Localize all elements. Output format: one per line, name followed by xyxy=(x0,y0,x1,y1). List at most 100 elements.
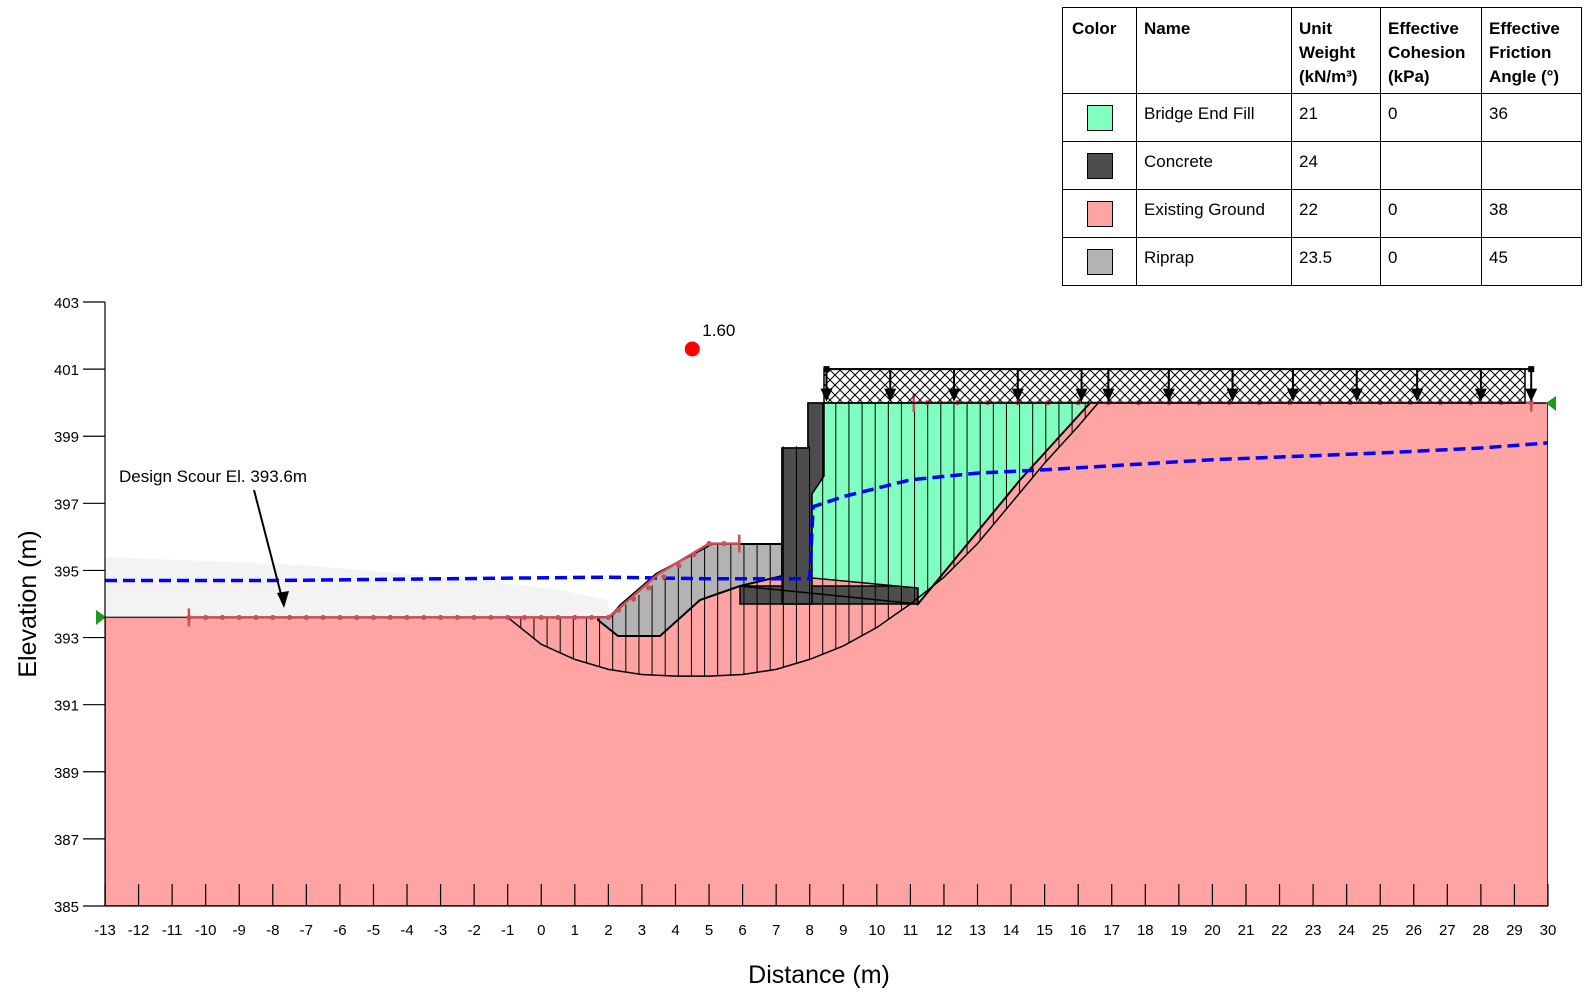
search-surface-dot xyxy=(286,614,293,621)
x-tick-label: -6 xyxy=(333,922,346,939)
y-tick-label: 401 xyxy=(54,362,79,379)
legend-swatch-cell xyxy=(1062,189,1137,238)
design-scour-annotation: Design Scour El. 393.6m xyxy=(119,467,307,608)
search-surface-dot xyxy=(676,563,682,569)
load-arrow-head xyxy=(1075,388,1088,402)
x-tick-label: -4 xyxy=(400,922,413,939)
x-tick-label: 4 xyxy=(671,922,679,939)
search-surface-dot xyxy=(630,596,637,602)
legend-name: Existing Ground xyxy=(1136,189,1292,238)
x-tick-label: -13 xyxy=(94,922,116,939)
legend-row: Existing Ground 22 0 38 xyxy=(1062,189,1582,238)
search-surface-dot xyxy=(572,614,578,621)
search-surface-dot xyxy=(437,614,444,621)
legend-unit-weight: 21 xyxy=(1291,93,1381,142)
search-surface-dot xyxy=(219,614,226,621)
surcharge-load xyxy=(820,366,1538,404)
search-surface-dot xyxy=(661,574,667,580)
x-tick-label: 14 xyxy=(1003,922,1020,939)
search-surface-dot xyxy=(337,614,343,621)
search-surface-dot xyxy=(605,614,611,621)
y-tick-label: 391 xyxy=(54,698,79,715)
legend-swatch-cell xyxy=(1062,237,1137,286)
x-tick-label: -12 xyxy=(128,922,150,939)
legend-friction: 45 xyxy=(1481,237,1582,286)
x-tick-label: 30 xyxy=(1540,922,1557,939)
x-tick-label: -8 xyxy=(266,922,279,939)
legend-swatch xyxy=(1086,200,1113,227)
y-tick-label: 399 xyxy=(54,429,79,446)
legend-cohesion: 0 xyxy=(1380,93,1482,142)
load-arrow-head xyxy=(1226,388,1239,402)
ponded-water-shade xyxy=(105,557,610,617)
search-surface-dot xyxy=(588,614,595,621)
x-tick-label: 9 xyxy=(839,922,847,939)
x-tick-label: 1 xyxy=(571,922,579,939)
x-tick-label: 0 xyxy=(537,922,545,939)
search-surface-dot xyxy=(387,614,393,621)
y-tick-label: 385 xyxy=(54,899,79,916)
y-tick-label: 393 xyxy=(54,631,79,648)
search-surface-dot xyxy=(646,585,652,591)
search-surface-dot xyxy=(721,541,727,547)
x-axis-label: Distance (m) xyxy=(748,961,890,989)
x-tick-label: 27 xyxy=(1439,922,1456,939)
legend-friction: 38 xyxy=(1481,189,1582,238)
legend-cohesion: 0 xyxy=(1380,237,1482,286)
search-surface-dot xyxy=(404,614,410,621)
x-tick-label: -3 xyxy=(434,922,447,939)
search-surface-dot xyxy=(370,614,377,621)
x-tick-label: 25 xyxy=(1372,922,1389,939)
factor-of-safety-marker: 1.60 xyxy=(684,321,735,357)
x-tick-label: 10 xyxy=(868,922,885,939)
search-surface-dot xyxy=(521,614,528,621)
x-tick-label: 16 xyxy=(1070,922,1087,939)
search-surface-dot xyxy=(538,614,544,621)
search-surface-dot xyxy=(454,614,460,621)
legend-header-unit-weight: Unit Weight (kN/m³) xyxy=(1291,7,1381,94)
legend-unit-weight: 24 xyxy=(1291,141,1381,190)
legend-cohesion xyxy=(1380,141,1482,190)
x-tick-label: 12 xyxy=(936,922,953,939)
legend-name: Bridge End Fill xyxy=(1136,93,1292,142)
x-tick-label: 3 xyxy=(638,922,646,939)
search-surface-dot xyxy=(488,614,494,621)
x-tick-label: 13 xyxy=(969,922,986,939)
x-tick-label: 11 xyxy=(903,922,919,939)
load-arrow-head xyxy=(884,388,897,402)
x-tick-label: 5 xyxy=(705,922,713,939)
legend-header-name: Name xyxy=(1136,7,1292,94)
legend-row: Concrete 24 xyxy=(1062,141,1582,190)
x-tick-label: 29 xyxy=(1506,922,1523,939)
x-tick-label: 8 xyxy=(806,922,814,939)
legend-swatch-cell xyxy=(1062,141,1137,190)
load-arrow-head xyxy=(1350,388,1363,402)
legend-friction xyxy=(1481,141,1582,190)
legend-row: Bridge End Fill 21 0 36 xyxy=(1062,93,1582,142)
search-surface-dot xyxy=(320,614,326,621)
search-surface-dot xyxy=(354,614,360,621)
legend-swatch xyxy=(1086,152,1113,179)
y-tick-label: 395 xyxy=(54,563,79,580)
factor-of-safety-label: 1.60 xyxy=(702,321,735,340)
left-boundary-marker xyxy=(96,610,106,625)
legend-cohesion: 0 xyxy=(1380,189,1482,238)
load-arrow-head xyxy=(1411,388,1424,402)
x-tick-label: -7 xyxy=(300,922,313,939)
legend-name: Concrete xyxy=(1136,141,1292,190)
x-tick-label: 6 xyxy=(738,922,746,939)
load-arrow-head xyxy=(948,388,961,402)
x-tick-label: -2 xyxy=(467,922,480,939)
legend-row: Riprap 23.5 0 45 xyxy=(1062,237,1582,286)
x-tick-label: 22 xyxy=(1271,922,1288,939)
x-tick-label: -5 xyxy=(367,922,380,939)
search-surface-dot xyxy=(270,614,276,621)
search-surface-dot xyxy=(203,614,209,621)
x-tick-label: 28 xyxy=(1473,922,1490,939)
search-surface-dot xyxy=(505,614,511,621)
search-surface-dot xyxy=(706,541,712,547)
load-arrow-head xyxy=(1474,388,1487,402)
search-surface-dot xyxy=(303,614,309,621)
load-arrow-head xyxy=(1162,388,1175,402)
